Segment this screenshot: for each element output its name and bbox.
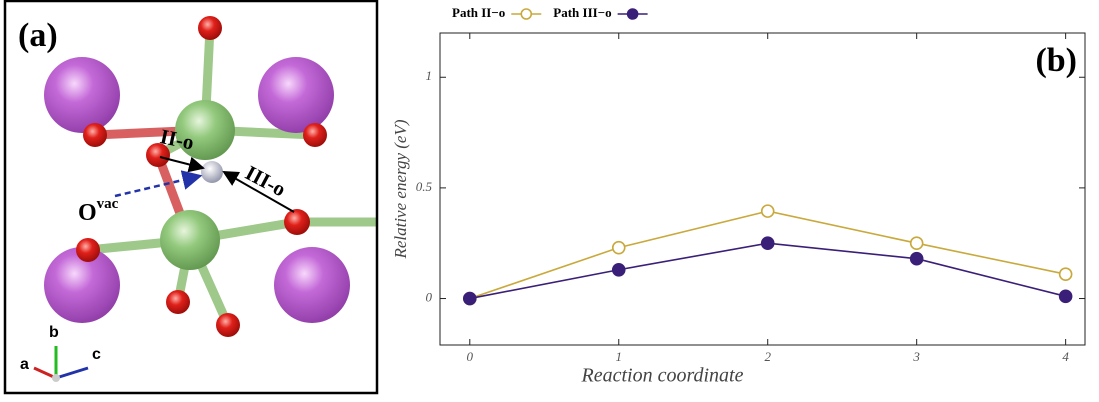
annotation: (b) bbox=[1035, 42, 1077, 79]
x-tick-label: 4 bbox=[1062, 349, 1069, 364]
vacancy-base: O bbox=[78, 200, 97, 226]
legend-label: Path II−o bbox=[452, 5, 505, 20]
y-tick-label: 1 bbox=[426, 68, 433, 83]
axis-label: c bbox=[92, 346, 101, 363]
axis-label: b bbox=[49, 324, 59, 341]
x-tick-label: 3 bbox=[912, 349, 920, 364]
legend: Path II−o Path III−o bbox=[452, 5, 648, 20]
y-axis-label: Relative energy (eV) bbox=[391, 119, 410, 259]
plot-frame bbox=[440, 33, 1085, 345]
series-line bbox=[470, 243, 1066, 298]
atom bbox=[216, 313, 240, 337]
point bbox=[762, 237, 774, 249]
vacancy bbox=[201, 161, 223, 183]
point bbox=[1060, 290, 1072, 302]
atom bbox=[303, 123, 327, 147]
point bbox=[464, 293, 476, 305]
legend-marker bbox=[521, 9, 531, 19]
y-tick-label: 0 bbox=[426, 290, 433, 305]
atom bbox=[44, 57, 120, 133]
panel-frame bbox=[5, 1, 377, 393]
atom bbox=[83, 123, 107, 147]
atom bbox=[258, 57, 334, 133]
legend-label: Path III−o bbox=[553, 5, 611, 20]
panel-label: (a) bbox=[18, 17, 58, 54]
point bbox=[911, 253, 923, 265]
structure-drawing: (a) II-o III-o Ovac a b c bbox=[18, 16, 376, 382]
arrow bbox=[115, 176, 200, 196]
y-tick-label: 0.5 bbox=[416, 179, 433, 194]
series-line bbox=[470, 211, 1066, 298]
atom bbox=[76, 238, 100, 262]
vacancy-label: Ovac bbox=[78, 196, 119, 225]
atom bbox=[160, 210, 220, 270]
point bbox=[762, 205, 774, 217]
axis-arrow bbox=[56, 368, 88, 378]
point bbox=[911, 237, 923, 249]
atom bbox=[274, 247, 350, 323]
atom bbox=[198, 16, 222, 40]
axis-origin bbox=[52, 374, 60, 382]
atom bbox=[284, 209, 310, 235]
axis-label: a bbox=[20, 356, 29, 373]
vacancy-sup: vac bbox=[97, 196, 119, 212]
x-tick-label: 0 bbox=[467, 349, 474, 364]
figure: (a) II-o III-o Ovac a b c 00.5101234Reac… bbox=[0, 0, 1099, 397]
legend-marker bbox=[628, 9, 638, 19]
point bbox=[613, 264, 625, 276]
structure-panel: (a) II-o III-o Ovac a b c bbox=[5, 1, 377, 393]
point bbox=[613, 242, 625, 254]
x-tick-label: 2 bbox=[764, 349, 771, 364]
x-axis-label: Reaction coordinate bbox=[581, 365, 744, 387]
atom bbox=[166, 290, 190, 314]
point bbox=[1060, 268, 1072, 280]
x-tick-label: 1 bbox=[616, 349, 623, 364]
